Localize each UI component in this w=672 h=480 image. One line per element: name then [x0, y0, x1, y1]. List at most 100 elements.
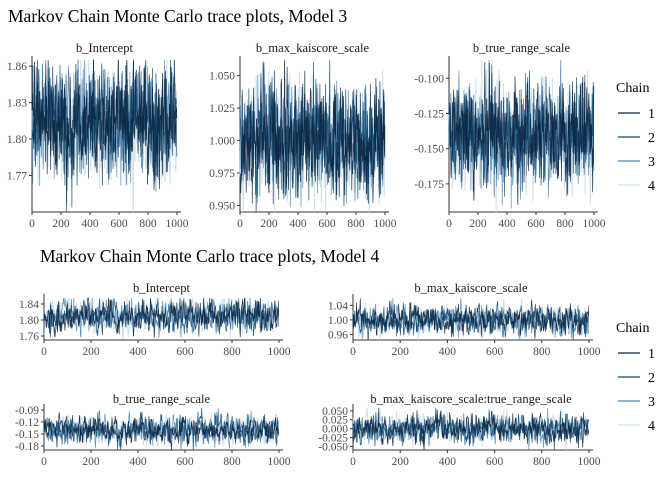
x-tick-label: 600 [176, 456, 194, 468]
y-tick-label: -0.18 [15, 441, 39, 453]
y-tick-label: 0.950 [209, 201, 235, 213]
y-tick-label: 1.76 [19, 331, 39, 343]
y-tick-label: 1.84 [19, 299, 39, 311]
x-tick-label: 0 [350, 346, 356, 358]
panel-strip-title: b_true_range_scale [113, 392, 211, 406]
trace-line-chain-1 [31, 59, 178, 191]
x-tick-label: 400 [498, 218, 516, 230]
x-tick-label: 600 [527, 218, 545, 230]
trace-panel-b-max-kaiscore-scale-true-range-scale: b_max_kaiscore_scale:true_range_scale -0.… [318, 392, 600, 468]
y-tick-label: 1.80 [19, 315, 39, 327]
x-tick-label: 600 [318, 218, 336, 230]
y-tick-label: -0.025 [318, 433, 348, 445]
x-tick-label: 1000 [268, 456, 291, 468]
legend-model-3: Chain 1 2 3 4 [616, 81, 655, 194]
y-tick-label: 1.86 [7, 61, 27, 73]
trace-line-chain-2 [352, 407, 590, 451]
y-tick-label: 1.04 [328, 300, 348, 312]
panel-strip-title: b_max_kaiscore_scale:true_range_scale [370, 392, 572, 406]
legend-label-chain-3: 3 [648, 155, 655, 170]
x-tick-label: 200 [392, 456, 410, 468]
x-tick-label: 800 [556, 218, 574, 230]
x-tick-label: 400 [289, 218, 307, 230]
x-tick-label: 200 [52, 218, 70, 230]
x-tick-label: 200 [82, 346, 100, 358]
y-tick-label: 0.96 [328, 330, 348, 342]
x-tick-label: 0 [41, 346, 47, 358]
legend-label-chain-1: 1 [648, 347, 655, 362]
panel-strip-title: b_Intercept [133, 281, 190, 295]
y-tick-label: -0.050 [318, 441, 348, 453]
x-tick-label: 800 [223, 346, 241, 358]
legend-title: Chain [616, 321, 649, 336]
legend-label-chain-2: 2 [648, 371, 655, 386]
legend-label-chain-1: 1 [648, 107, 655, 122]
x-tick-label: 800 [347, 218, 365, 230]
panel-strip-title: b_Intercept [76, 41, 133, 55]
y-tick-label: -0.125 [414, 108, 444, 120]
y-tick-label: -0.150 [414, 144, 444, 156]
x-tick-label: 600 [110, 218, 128, 230]
trace-panels: b_Intercept 1.77 1.80 1.83 1.86 0 200 400 600 800… [7, 41, 606, 468]
trace-panel-b-intercept: b_Intercept 1.77 1.80 1.83 1.86 0 200 400 600 800… [7, 41, 189, 230]
y-tick-label: 0.025 [322, 415, 348, 427]
x-tick-label: 1000 [374, 218, 397, 230]
x-tick-label: 600 [486, 456, 504, 468]
y-tick-label: 0.975 [209, 168, 235, 180]
y-tick-label: -0.100 [414, 73, 444, 85]
legend-label-chain-2: 2 [648, 131, 655, 146]
trace-line-chain-1 [239, 59, 386, 206]
trace-panel-b-max-kaiscore-scale: b_max_kaiscore_scale 0.96 1.00 1.04 0 200 400 6… [328, 281, 601, 358]
trace-line-chain-1 [352, 407, 590, 451]
x-tick-label: 800 [533, 456, 551, 468]
x-tick-label: 800 [223, 456, 241, 468]
x-tick-label: 1000 [268, 346, 291, 358]
panel-strip-title: b_true_range_scale [473, 41, 571, 55]
trace-line-chain-1 [448, 61, 595, 205]
x-tick-label: 600 [176, 346, 194, 358]
trace-panel-b-true-range-scale: b_true_range_scale -0.18-0.15-0.12-0.09 0 2… [15, 392, 291, 468]
x-tick-label: 200 [260, 218, 278, 230]
x-tick-label: 400 [439, 456, 457, 468]
legend-label-chain-4: 4 [648, 179, 655, 194]
x-tick-label: 0 [446, 218, 452, 230]
y-tick-label: 0.000 [322, 424, 348, 436]
x-tick-label: 1000 [583, 218, 606, 230]
x-tick-label: 200 [392, 346, 410, 358]
x-tick-label: 1000 [578, 346, 601, 358]
panel-strip-title: b_max_kaiscore_scale [414, 281, 528, 295]
y-tick-label: 1.050 [209, 71, 235, 83]
trace-line-chain-1 [43, 297, 280, 338]
x-tick-label: 0 [350, 456, 356, 468]
x-tick-label: 400 [81, 218, 99, 230]
trace-panel-b-max-kaiscore-scale: b_max_kaiscore_scale 0.950 0.975 1.000 1.025… [209, 41, 397, 230]
x-tick-label: 800 [533, 346, 551, 358]
y-tick-label: 1.000 [209, 136, 235, 148]
legend-label-chain-4: 4 [648, 419, 655, 434]
x-tick-label: 400 [129, 456, 147, 468]
x-tick-label: 0 [29, 218, 35, 230]
y-tick-label: -0.12 [15, 417, 39, 429]
y-tick-label: -0.15 [15, 429, 39, 441]
y-tick-label: 1.80 [7, 134, 27, 146]
y-tick-label: -0.175 [414, 179, 444, 191]
x-tick-label: 200 [469, 218, 487, 230]
trace-line-chain-1 [43, 412, 280, 450]
x-tick-label: 800 [139, 218, 157, 230]
trace-panel-b-true-range-scale: b_true_range_scale -0.175 -0.150 -0.125 -0.1… [414, 41, 605, 230]
x-tick-label: 1000 [578, 456, 601, 468]
x-tick-label: 200 [82, 456, 100, 468]
y-tick-label: 0.050 [322, 406, 348, 418]
panel-strip-title: b_max_kaiscore_scale [256, 41, 370, 55]
y-tick-label: 1.83 [7, 98, 27, 110]
legend-label-chain-3: 3 [648, 395, 655, 410]
y-tick-label: 1.00 [328, 315, 348, 327]
x-tick-label: 0 [41, 456, 47, 468]
x-tick-label: 400 [129, 346, 147, 358]
x-tick-label: 1000 [166, 218, 189, 230]
trace-line-chain-2 [239, 59, 386, 213]
trace-line-chain-1 [352, 298, 590, 339]
y-tick-label: 1.77 [7, 171, 27, 183]
legend-title: Chain [616, 81, 649, 96]
